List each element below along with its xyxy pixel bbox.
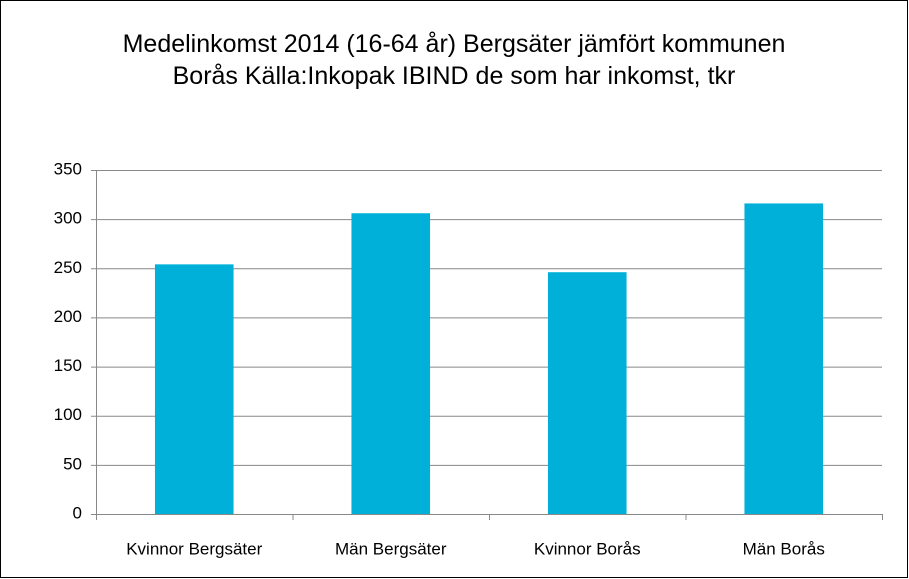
bar xyxy=(744,203,824,514)
y-tick-label: 200 xyxy=(54,307,82,326)
y-tick-label: 250 xyxy=(54,258,82,277)
y-tick-label: 50 xyxy=(63,454,82,473)
y-tick-label: 350 xyxy=(54,159,82,178)
chart-title: Medelinkomst 2014 (16-64 år) Bergsäter j… xyxy=(122,30,786,90)
bar xyxy=(351,213,431,514)
x-tick-label: Män Borås xyxy=(743,539,825,558)
x-tick-label: Män Bergsäter xyxy=(335,539,447,558)
y-tick-label: 100 xyxy=(54,405,82,424)
x-tick-label: Kvinnor Borås xyxy=(534,539,641,558)
bar xyxy=(547,272,627,514)
y-tick-label: 300 xyxy=(54,209,82,228)
x-tick-label: Kvinnor Bergsäter xyxy=(126,539,262,558)
bar xyxy=(154,264,234,514)
y-tick-label: 150 xyxy=(54,356,82,375)
y-tick-label: 0 xyxy=(73,503,82,522)
